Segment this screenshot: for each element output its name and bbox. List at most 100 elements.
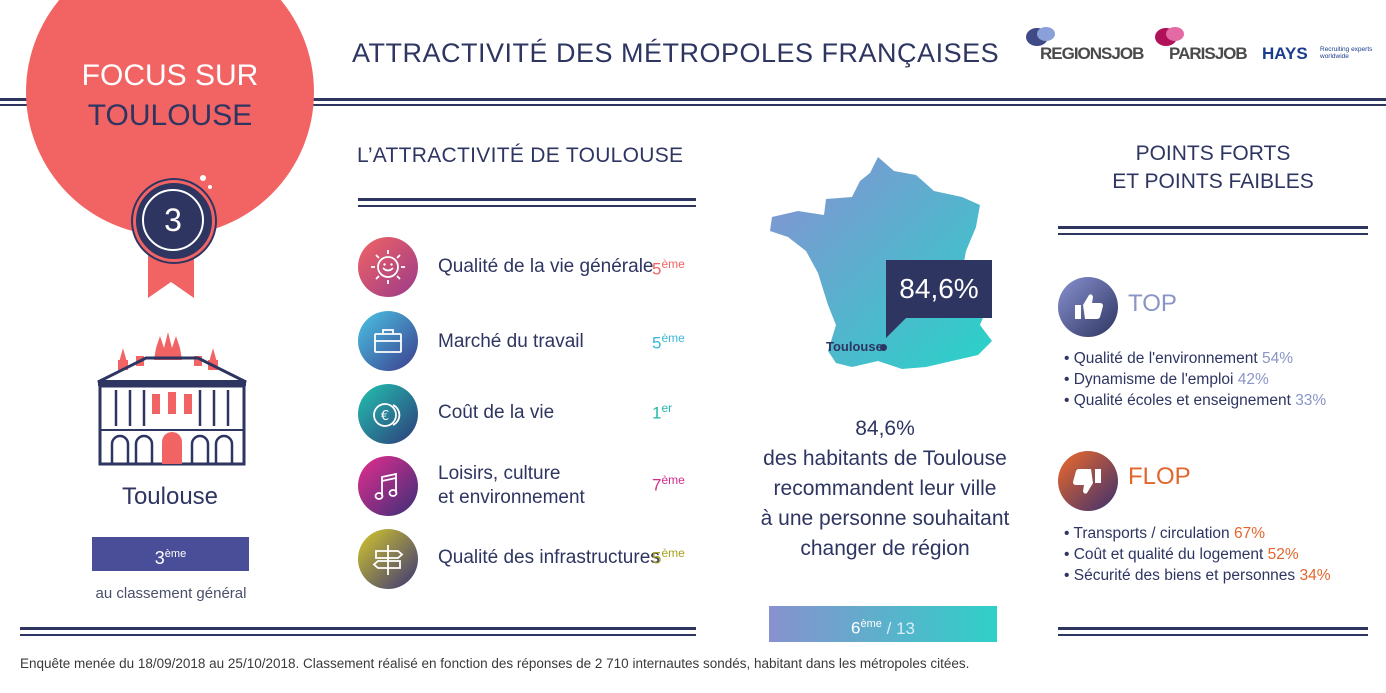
flop-item: • Coût et qualité du logement 52% <box>1064 546 1299 564</box>
criterion-label-leisure: Loisirs, culture et environnement <box>438 462 585 510</box>
hays-logo-text: HAYS <box>1262 44 1308 63</box>
criterion-rank-value: 7 <box>652 475 662 495</box>
decor-dot <box>200 175 206 181</box>
points-rule-footer-top <box>1058 627 1368 630</box>
criterion-icon-job <box>358 311 418 371</box>
thumbs-down-icon <box>1073 469 1101 494</box>
criterion-rank-value: 5 <box>652 259 662 279</box>
header-rule-top <box>0 98 1386 101</box>
flop-label: FLOP <box>1128 463 1191 490</box>
criterion-rank-suffix: ème <box>661 331 685 345</box>
attractivite-rule-bottom <box>358 205 696 207</box>
top-item-pct: 42% <box>1237 371 1269 388</box>
criterion-icon-cost: € <box>358 384 418 444</box>
header-rule-bottom <box>0 104 1386 106</box>
criterion-rank-suffix: ème <box>661 257 685 271</box>
briefcase-icon <box>374 329 402 353</box>
criterion-label-infra: Qualité des infrastructures <box>438 547 660 568</box>
quote-pct: 84,6% <box>855 417 915 440</box>
overall-rank-suffix: ème <box>164 548 187 560</box>
criterion-icon-infra <box>358 529 418 589</box>
criterion-rank-value: 5 <box>652 333 662 353</box>
top-item: • Dynamisme de l'emploi 42% <box>1064 371 1269 389</box>
flop-item-text: • Sécurité des biens et personnes <box>1064 567 1296 584</box>
points-title-line2: ET POINTS FAIBLES <box>1112 170 1314 193</box>
decor-dot <box>208 185 212 189</box>
criterion-rank-job: 5ème <box>652 331 685 354</box>
criterion-rank-suffix: ème <box>661 473 685 487</box>
points-rule-footer-bottom <box>1058 634 1368 636</box>
criterion-rank-value: 5 <box>652 548 662 568</box>
flop-item: • Transports / circulation 67% <box>1064 525 1265 543</box>
criterion-label-cost: Coût de la vie <box>438 402 555 423</box>
svg-text:€: € <box>381 409 389 424</box>
attractivite-rule-top <box>358 198 696 201</box>
regionsjob-logo-text: REGIONSJOB <box>1040 44 1144 63</box>
recommendation-percent-box: 84,6% <box>886 260 992 318</box>
overall-rank: 3 <box>154 548 165 568</box>
top-item-text: • Qualité de l'environnement <box>1064 350 1258 367</box>
flop-badge <box>1058 451 1118 511</box>
attractivite-rule-footer-bottom <box>20 634 696 636</box>
recommendation-quote: 84,6% des habitants de Toulouse recomman… <box>745 414 1025 564</box>
music-note-icon <box>374 472 398 500</box>
signpost-icon <box>372 545 404 575</box>
flop-item: • Sécurité des biens et personnes 34% <box>1064 567 1331 585</box>
criterion-label-quality: Qualité de la vie générale <box>438 256 654 277</box>
euro-coin-icon: € <box>373 403 401 427</box>
top-item: • Qualité de l'environnement 54% <box>1064 350 1293 368</box>
regionsjob-logo: REGIONSJOB <box>1026 26 1154 66</box>
points-rule-top <box>1058 226 1368 229</box>
top-badge <box>1058 277 1118 337</box>
footnote: Enquête menée du 18/09/2018 au 25/10/201… <box>20 656 970 671</box>
callout-pointer-icon <box>886 316 908 338</box>
top-label: TOP <box>1128 290 1177 317</box>
speech-bubble-icon <box>1155 27 1184 46</box>
flop-item-text: • Coût et qualité du logement <box>1064 546 1264 563</box>
medal-badge: 3 <box>133 180 215 262</box>
quote-line: à une personne souhaitant <box>760 507 1010 530</box>
overall-rank-caption: au classement général <box>95 585 247 602</box>
focus-line1: FOCUS SUR <box>81 59 259 92</box>
flop-item-pct: 67% <box>1233 525 1265 542</box>
thumbs-up-icon <box>1075 294 1103 319</box>
top-item-text: • Dynamisme de l'emploi <box>1064 371 1234 388</box>
criterion-label-line1: Loisirs, culture <box>438 463 561 484</box>
criterion-icon-leisure <box>358 456 418 516</box>
points-rule-bottom <box>1058 233 1368 235</box>
top-item-text: • Qualité écoles et enseignement <box>1064 392 1291 409</box>
city-name: Toulouse <box>121 483 219 510</box>
speech-bubble-icon <box>1026 27 1055 46</box>
map-city-dot <box>880 344 887 351</box>
flop-item-pct: 52% <box>1267 546 1299 563</box>
criterion-icon-quality <box>358 237 418 297</box>
hays-tagline: Recruiting experts worldwide <box>1320 46 1373 60</box>
flop-item-pct: 34% <box>1299 567 1331 584</box>
recommendation-rank-total: / 13 <box>886 618 915 638</box>
hays-logo: HAYS Recruiting experts worldwide <box>1262 44 1378 68</box>
parisjob-logo-text: PARISJOB <box>1169 44 1248 63</box>
points-title-line1: POINTS FORTS <box>1135 142 1291 165</box>
map-city-label: Toulouse <box>826 339 883 354</box>
flop-item-text: • Transports / circulation <box>1064 525 1230 542</box>
criterion-rank-suffix: er <box>661 401 673 415</box>
focus-title: FOCUS SUR TOULOUSE <box>26 56 314 136</box>
criterion-rank-cost: 1er <box>652 401 672 424</box>
top-item-pct: 54% <box>1261 350 1293 367</box>
criterion-rank-value: 1 <box>652 403 662 423</box>
quote-line: changer de région <box>800 537 970 560</box>
criterion-rank-infra: 5ème <box>652 546 685 569</box>
criterion-rank-quality: 5ème <box>652 257 685 280</box>
attractivite-rule-footer-top <box>20 627 696 630</box>
parisjob-logo: PARISJOB <box>1155 26 1255 66</box>
criterion-rank-leisure: 7ème <box>652 473 685 496</box>
criterion-label-job: Marché du travail <box>438 331 584 352</box>
attractivite-title: L’ATTRACTIVITÉ DE TOULOUSE <box>357 144 684 167</box>
focus-line2: TOULOUSE <box>87 99 253 132</box>
top-item-pct: 33% <box>1295 392 1327 409</box>
points-title: POINTS FORTS ET POINTS FAIBLES <box>1058 140 1368 196</box>
quote-line: recommandent leur ville <box>773 477 997 500</box>
recommendation-rank-bar: 6ème / 13 <box>769 606 997 642</box>
medal-rank: 3 <box>142 189 204 251</box>
top-item: • Qualité écoles et enseignement 33% <box>1064 392 1326 410</box>
